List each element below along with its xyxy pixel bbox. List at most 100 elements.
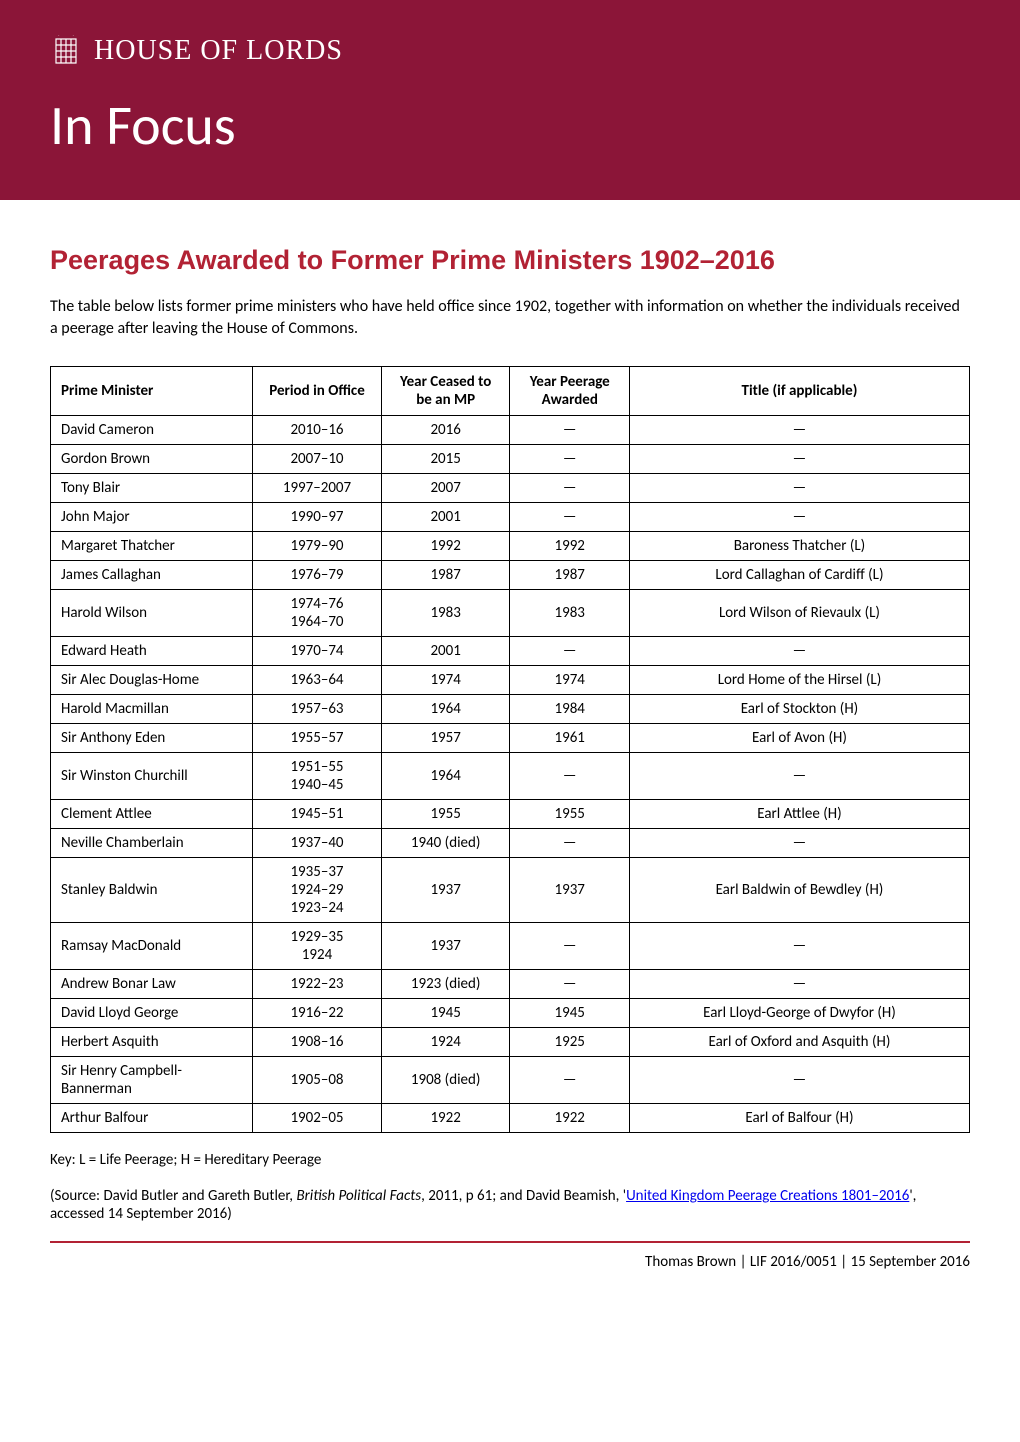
cell-awarded: 1961 xyxy=(510,723,629,752)
footer-divider xyxy=(50,1241,970,1243)
cell-awarded: 1983 xyxy=(510,589,629,636)
cell-pm-name: Andrew Bonar Law xyxy=(51,969,253,998)
cell-period: 1990–97 xyxy=(253,502,382,531)
cell-period: 1902–05 xyxy=(253,1103,382,1132)
cell-awarded: — xyxy=(510,502,629,531)
table-body: David Cameron2010–162016——Gordon Brown20… xyxy=(51,415,970,1132)
table-row: David Lloyd George1916–2219451945Earl Ll… xyxy=(51,998,970,1027)
cell-period: 1955–57 xyxy=(253,723,382,752)
cell-pm-name: Sir Anthony Eden xyxy=(51,723,253,752)
cell-title: Earl Lloyd-George of Dwyfor (H) xyxy=(629,998,969,1027)
table-row: Arthur Balfour1902–0519221922Earl of Bal… xyxy=(51,1103,970,1132)
cell-title: — xyxy=(629,502,969,531)
cell-period: 1922–23 xyxy=(253,969,382,998)
cell-period: 1976–79 xyxy=(253,560,382,589)
cell-period: 1974–76 1964–70 xyxy=(253,589,382,636)
cell-ceased: 1940 (died) xyxy=(381,828,510,857)
cell-awarded: — xyxy=(510,473,629,502)
cell-title: Earl Baldwin of Bewdley (H) xyxy=(629,857,969,922)
source-text: (Source: David Butler and Gareth Butler,… xyxy=(50,1187,970,1223)
cell-ceased: 1922 xyxy=(381,1103,510,1132)
in-focus-heading: In Focus xyxy=(50,92,970,160)
cell-period: 1970–74 xyxy=(253,636,382,665)
cell-ceased: 1964 xyxy=(381,752,510,799)
cell-title: — xyxy=(629,636,969,665)
cell-pm-name: Margaret Thatcher xyxy=(51,531,253,560)
cell-pm-name: David Lloyd George xyxy=(51,998,253,1027)
table-row: Edward Heath1970–742001—— xyxy=(51,636,970,665)
content-area: Peerages Awarded to Former Prime Ministe… xyxy=(0,200,1020,1321)
cell-awarded: — xyxy=(510,1056,629,1103)
cell-pm-name: John Major xyxy=(51,502,253,531)
cell-title: Earl of Balfour (H) xyxy=(629,1103,969,1132)
cell-awarded: 1992 xyxy=(510,531,629,560)
cell-pm-name: Arthur Balfour xyxy=(51,1103,253,1132)
cell-ceased: 1983 xyxy=(381,589,510,636)
cell-ceased: 1957 xyxy=(381,723,510,752)
cell-ceased: 1924 xyxy=(381,1027,510,1056)
cell-ceased: 1937 xyxy=(381,922,510,969)
cell-ceased: 1945 xyxy=(381,998,510,1027)
cell-title: Earl of Stockton (H) xyxy=(629,694,969,723)
cell-period: 1957–63 xyxy=(253,694,382,723)
source-prefix: (Source: David Butler and Gareth Butler, xyxy=(50,1187,296,1205)
cell-awarded: 1974 xyxy=(510,665,629,694)
table-row: Clement Attlee1945–5119551955Earl Attlee… xyxy=(51,799,970,828)
table-row: Neville Chamberlain1937–401940 (died)—— xyxy=(51,828,970,857)
table-row: Gordon Brown2007–102015—— xyxy=(51,444,970,473)
cell-pm-name: Sir Alec Douglas-Home xyxy=(51,665,253,694)
cell-ceased: 1987 xyxy=(381,560,510,589)
cell-awarded: 1984 xyxy=(510,694,629,723)
cell-title: — xyxy=(629,752,969,799)
col-header-title: Title (if applicable) xyxy=(629,366,969,415)
table-row: Harold Wilson1974–76 1964–7019831983Lord… xyxy=(51,589,970,636)
table-row: Andrew Bonar Law1922–231923 (died)—— xyxy=(51,969,970,998)
cell-period: 1929–35 1924 xyxy=(253,922,382,969)
cell-ceased: 2007 xyxy=(381,473,510,502)
cell-pm-name: Sir Winston Churchill xyxy=(51,752,253,799)
col-header-awarded: Year Peerage Awarded xyxy=(510,366,629,415)
cell-period: 1979–90 xyxy=(253,531,382,560)
cell-period: 1905–08 xyxy=(253,1056,382,1103)
source-link[interactable]: United Kingdom Peerage Creations 1801–20… xyxy=(626,1187,909,1205)
table-row: John Major1990–972001—— xyxy=(51,502,970,531)
cell-pm-name: Herbert Asquith xyxy=(51,1027,253,1056)
table-row: Sir Alec Douglas-Home1963–6419741974Lord… xyxy=(51,665,970,694)
cell-period: 1963–64 xyxy=(253,665,382,694)
cell-awarded: — xyxy=(510,752,629,799)
cell-awarded: 1922 xyxy=(510,1103,629,1132)
cell-awarded: — xyxy=(510,636,629,665)
cell-pm-name: Neville Chamberlain xyxy=(51,828,253,857)
cell-title: — xyxy=(629,473,969,502)
cell-awarded: 1937 xyxy=(510,857,629,922)
cell-awarded: — xyxy=(510,828,629,857)
col-header-period: Period in Office xyxy=(253,366,382,415)
cell-title: Baroness Thatcher (L) xyxy=(629,531,969,560)
cell-ceased: 2016 xyxy=(381,415,510,444)
table-header-row: Prime Minister Period in Office Year Cea… xyxy=(51,366,970,415)
cell-ceased: 1937 xyxy=(381,857,510,922)
cell-period: 1908–16 xyxy=(253,1027,382,1056)
cell-awarded: 1945 xyxy=(510,998,629,1027)
cell-pm-name: Tony Blair xyxy=(51,473,253,502)
cell-awarded: — xyxy=(510,415,629,444)
table-row: David Cameron2010–162016—— xyxy=(51,415,970,444)
table-row: Sir Henry Campbell-Bannerman1905–081908 … xyxy=(51,1056,970,1103)
cell-ceased: 1955 xyxy=(381,799,510,828)
col-header-ceased: Year Ceased to be an MP xyxy=(381,366,510,415)
cell-title: — xyxy=(629,415,969,444)
key-text: Key: L = Life Peerage; H = Hereditary Pe… xyxy=(50,1151,970,1169)
cell-period: 1937–40 xyxy=(253,828,382,857)
table-row: Harold Macmillan1957–6319641984Earl of S… xyxy=(51,694,970,723)
cell-title: Lord Callaghan of Cardiff (L) xyxy=(629,560,969,589)
cell-awarded: 1925 xyxy=(510,1027,629,1056)
cell-ceased: 2015 xyxy=(381,444,510,473)
table-row: Margaret Thatcher1979–9019921992Baroness… xyxy=(51,531,970,560)
cell-period: 2010–16 xyxy=(253,415,382,444)
table-row: Stanley Baldwin1935–37 1924–29 1923–2419… xyxy=(51,857,970,922)
house-of-lords-brand: HOUSE OF LORDS xyxy=(50,35,970,67)
cell-awarded: — xyxy=(510,922,629,969)
portcullis-icon xyxy=(50,35,82,67)
table-row: Sir Anthony Eden1955–5719571961Earl of A… xyxy=(51,723,970,752)
cell-period: 1997–2007 xyxy=(253,473,382,502)
